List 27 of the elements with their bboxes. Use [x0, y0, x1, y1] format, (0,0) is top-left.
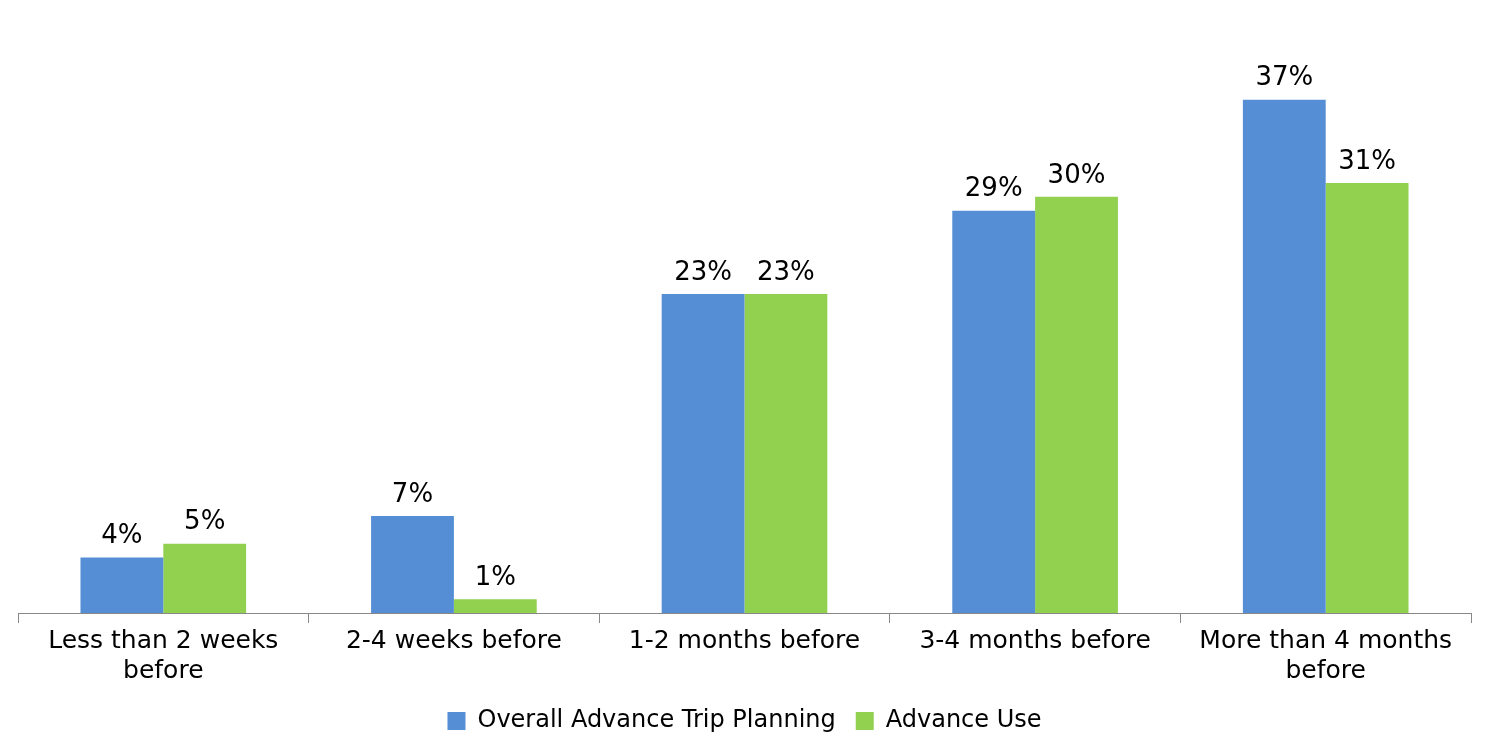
x-tick-label: 2-4 weeks before [345, 624, 562, 654]
data-label: 1% [474, 560, 516, 591]
bar [952, 210, 1036, 613]
bar [744, 293, 828, 613]
x-tick-label: Less than 2 weeks before [48, 624, 279, 684]
x-tick-label: More than 4 months before [1199, 624, 1453, 684]
data-label: 4% [101, 519, 143, 550]
bar [163, 543, 247, 613]
bar [371, 515, 454, 613]
x-tick-label: 1-2 months before [628, 624, 861, 654]
data-label: 23% [757, 255, 815, 286]
bar [1242, 99, 1326, 613]
bar [80, 557, 164, 613]
bar [1325, 182, 1409, 613]
bar [453, 599, 537, 613]
data-label: 23% [674, 255, 732, 286]
data-label: 30% [1047, 158, 1106, 189]
legend-label: Overall Advance Trip Planning [477, 705, 836, 734]
bar [1035, 196, 1118, 613]
data-label: 7% [391, 477, 434, 508]
legend-label: Advance Use [885, 705, 1042, 734]
data-label: 29% [964, 172, 1023, 203]
data-label: 37% [1255, 61, 1314, 92]
bar [661, 293, 745, 613]
data-label: 5% [184, 505, 226, 536]
data-label: 31% [1338, 144, 1397, 175]
x-tick-label: 3-4 months before [919, 624, 1151, 654]
